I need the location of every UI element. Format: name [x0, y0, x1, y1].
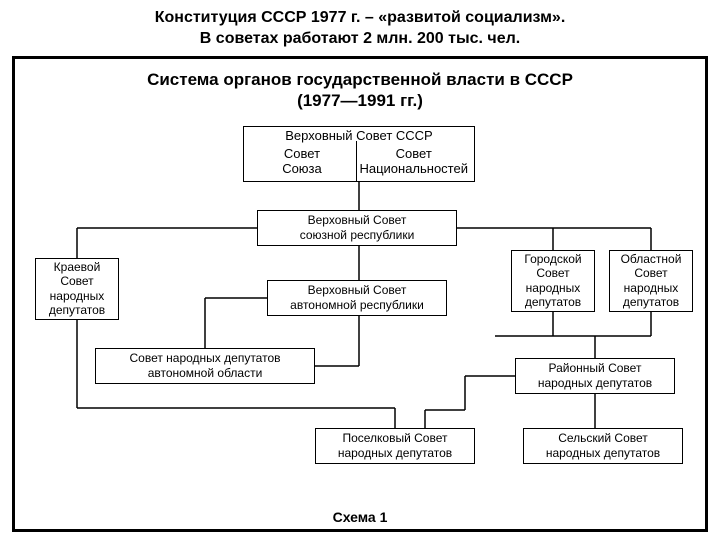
- top-right-cell: СоветНациональностей: [357, 144, 470, 179]
- node-poselok: Поселковый Советнародных депутатов: [315, 428, 475, 464]
- outer-frame: Система органов государственной власти в…: [12, 56, 708, 532]
- chart-title: Система органов государственной власти в…: [15, 59, 705, 118]
- node-supreme-soviet: Верховный Совет СССР СоветСоюза СоветНац…: [243, 126, 475, 182]
- page-title-line2: В советах работают 2 млн. 200 тыс. чел.: [40, 29, 680, 50]
- raion-text: Районный Советнародных депутатов: [538, 361, 652, 390]
- caption: Схема 1: [15, 509, 705, 525]
- chart-title-line2: (1977—1991 гг.): [35, 90, 685, 111]
- top-left-text: СоветСоюза: [282, 146, 322, 177]
- node-krai: КраевойСоветнародныхдепутатов: [35, 258, 119, 320]
- node-raion: Районный Советнародных депутатов: [515, 358, 675, 394]
- selo-text: Сельский Советнародных депутатов: [546, 431, 660, 460]
- poselok-text: Поселковый Советнародных депутатов: [338, 431, 452, 460]
- node-autonomous-republic: Верховный Советавтономной республики: [267, 280, 447, 316]
- auto-rep-text: Верховный Советавтономной республики: [290, 283, 424, 312]
- top-title: Верховный Совет СССР: [248, 128, 470, 144]
- union-rep-text: Верховный Советсоюзной республики: [300, 213, 415, 242]
- node-autonomous-oblast: Совет народных депутатовавтономной облас…: [95, 348, 315, 384]
- chart-title-line1: Система органов государственной власти в…: [35, 69, 685, 90]
- node-oblast: ОбластнойСоветнародныхдепутатов: [609, 250, 693, 312]
- top-left-cell: СоветСоюза: [248, 144, 356, 179]
- oblast-text: ОбластнойСоветнародныхдепутатов: [621, 252, 682, 310]
- page-title-line1: Конституция СССР 1977 г. – «развитой соц…: [40, 8, 680, 29]
- node-city: ГородскойСоветнародныхдепутатов: [511, 250, 595, 312]
- diagram-area: Верховный Совет СССР СоветСоюза СоветНац…: [15, 118, 705, 518]
- page-title: Конституция СССР 1977 г. – «развитой соц…: [0, 0, 720, 54]
- node-selo: Сельский Советнародных депутатов: [523, 428, 683, 464]
- top-right-text: СоветНациональностей: [359, 146, 468, 177]
- krai-text: КраевойСоветнародныхдепутатов: [49, 260, 105, 318]
- oblast-auto-text: Совет народных депутатовавтономной облас…: [129, 351, 280, 380]
- node-union-republic: Верховный Советсоюзной республики: [257, 210, 457, 246]
- city-text: ГородскойСоветнародныхдепутатов: [524, 252, 581, 310]
